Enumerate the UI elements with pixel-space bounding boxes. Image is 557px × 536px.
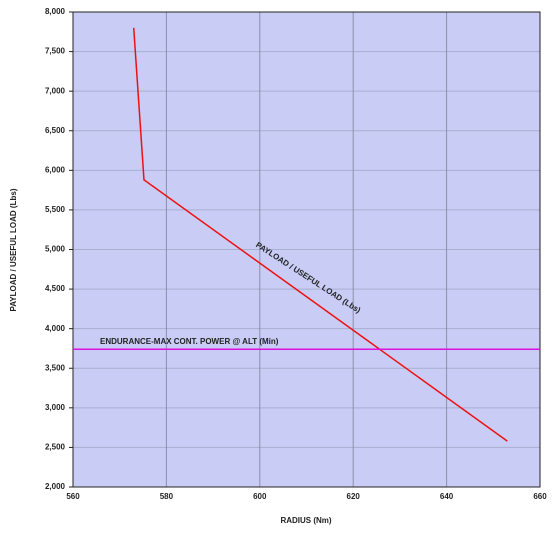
y-tick-label: 7,500 <box>45 47 66 56</box>
x-tick-label: 580 <box>160 492 174 501</box>
y-tick-label: 8,000 <box>45 7 66 16</box>
x-tick-label: 640 <box>440 492 454 501</box>
y-tick-label: 6,500 <box>45 126 66 135</box>
series-line <box>132 27 508 442</box>
x-tick-label: 560 <box>66 492 80 501</box>
y-tick-label: 7,000 <box>45 86 66 95</box>
y-tick-label: 5,000 <box>45 245 66 254</box>
x-tick-label: 660 <box>533 492 547 501</box>
x-axis-title: RADIUS (Nm) <box>280 516 331 525</box>
y-tick-label: 4,000 <box>45 324 66 333</box>
plot-frame <box>72 11 541 488</box>
y-axis-title: PAYLOAD / USEFUL LOAD (Lbs) <box>9 188 18 311</box>
y-tick-label: 5,500 <box>45 205 66 214</box>
y-tick-label: 2,500 <box>45 443 66 452</box>
x-tick-label: 620 <box>347 492 361 501</box>
series-label: ENDURANCE-MAX CONT. POWER @ ALT (Min) <box>100 337 279 346</box>
y-tick-label: 3,000 <box>45 403 66 412</box>
y-tick-label: 2,000 <box>45 482 66 491</box>
y-tick-label: 4,500 <box>45 284 66 293</box>
x-tick-label: 600 <box>253 492 267 501</box>
y-tick-label: 3,500 <box>45 363 66 372</box>
y-tick-label: 6,000 <box>45 165 66 174</box>
